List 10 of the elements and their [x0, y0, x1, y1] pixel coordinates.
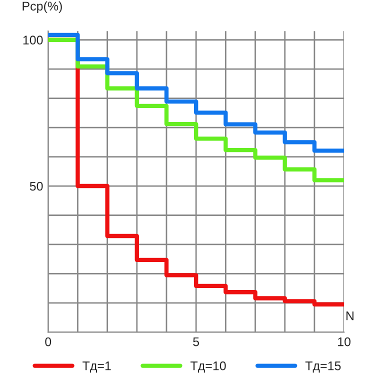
y-tick-label: 100 — [23, 36, 43, 45]
x-axis-title: N — [346, 312, 354, 320]
legend-label: Тд=1 — [82, 362, 111, 373]
y-axis-title: Pср(%) — [22, 1, 62, 14]
legend-label: Тд=10 — [190, 361, 226, 373]
legend-label: Тд=15 — [305, 362, 341, 373]
x-tick-label: 0 — [45, 337, 52, 346]
x-tick-label: 5 — [193, 337, 200, 346]
y-tick-label: 50 — [30, 182, 43, 191]
x-tick-label: 10 — [338, 337, 351, 346]
